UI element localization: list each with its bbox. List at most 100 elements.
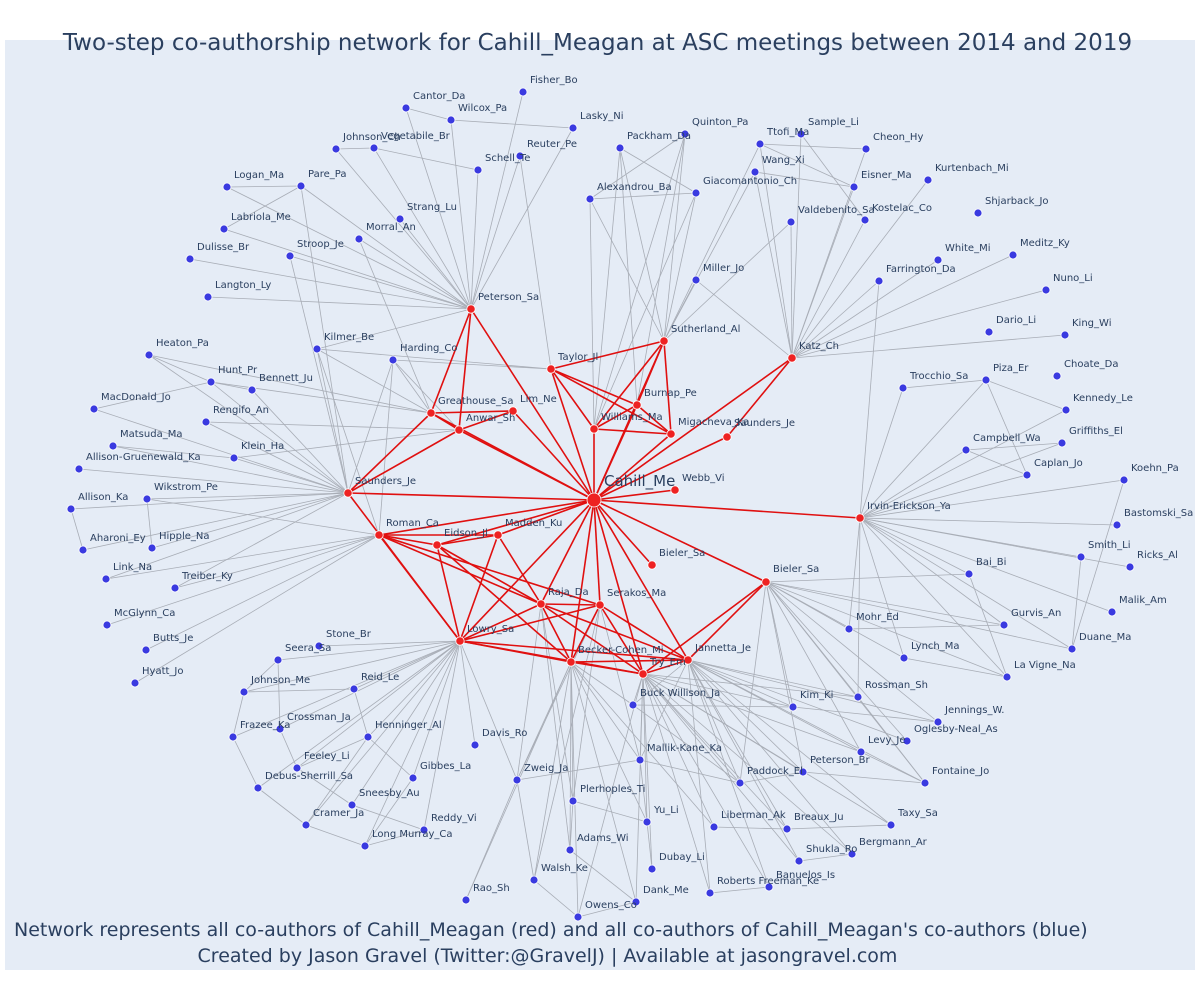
direct-coauthor-edge [642,581,767,675]
direct-coauthor-edge [436,544,572,663]
node-label: Peterson_Sa [478,292,539,303]
node-wilcox-pa [446,115,456,125]
node-eidson-jl [432,540,442,550]
node-label: Gibbes_La [420,761,471,772]
coauthor-edge [146,498,153,549]
coauthor-edge [687,659,859,698]
node-label: Adams_Wi [577,833,629,844]
node-label: Bieler_Sa [773,564,819,575]
node-label: Allison_Ka [78,492,128,503]
direct-coauthor-edge [593,428,672,435]
node-link-na [101,574,111,584]
coauthor-edge [765,581,905,659]
coauthor-edge [902,379,987,389]
node-label: White_Mi [945,243,990,254]
node-reddy-vi [419,825,429,835]
direct-coauthor-edge [459,534,499,642]
node-campbell-wa [961,445,971,455]
direct-coauthor-edge [459,640,689,661]
node-label: Dubay_Li [659,852,705,863]
node-label: Mallik-Kane_Ka [647,743,722,754]
node-label: Oglesby-Neal_As [914,724,998,735]
node-label: La Vigne_Na [1014,660,1076,671]
node-labriola-me [219,224,229,234]
node-label: Meditz_Ky [1020,238,1070,249]
coauthor-edge [233,429,460,459]
coauthor-edge [151,492,349,549]
node-label: Valdebenito_Sa [798,205,875,216]
node-bastomski-sa [1112,520,1122,530]
coauthor-edge [470,127,574,310]
node-label: Kim_Ki [800,690,833,701]
node-label: Taylor_Jl [557,352,598,363]
node-label: Sutherland_Al [671,324,740,335]
node-ricks-al [1125,562,1135,572]
node-rengifo-an [201,417,211,427]
direct-coauthor-edge [593,499,653,566]
coauthor-edge [663,133,686,342]
node-duane-ma [1067,644,1077,654]
coauthor-edge [353,688,369,738]
coauthor-edge [392,359,460,431]
coauthor-edge [593,133,686,430]
coauthor-edge [516,779,535,881]
node-frazee-ka [228,732,238,742]
coauthor-edge [405,107,452,121]
node-lynch-ma [899,653,909,663]
direct-coauthor-edge [593,499,644,675]
coauthor-edge [739,771,804,784]
coauthor-edge [459,640,518,781]
node-label: Hyatt_Jo [142,666,183,677]
node-label: Alexandrou_Ba [597,182,672,193]
node-label: Hunt_Pr [218,365,258,376]
coauthor-edge [798,853,853,862]
node-label: Irvin-Erickson_Ya [867,501,951,512]
node-kurtenbach-mi [923,175,933,185]
node-label: Paddock_El [747,766,803,777]
node-lowry-sa [455,636,465,646]
coauthor-edge [378,359,394,536]
coauthor-edge [791,280,880,359]
node-label: Roman_Ca [386,518,439,529]
node-bai-bi [964,569,974,579]
coauthor-edge [759,143,855,188]
direct-coauthor-edge [663,340,672,435]
node-label: Sample_Li [808,117,859,128]
node-buck-willison-ja [628,700,638,710]
node-label: Williams_Ma [601,412,663,423]
direct-coauthor-edge [593,404,638,501]
node-label: Ttofi_Ma [766,127,809,138]
coauthor-edge [243,640,461,693]
coauthor-edge [859,280,880,519]
coauthor-edge [859,474,1028,519]
coauthor-edge [646,821,653,870]
node-saunders-je [343,488,353,498]
coauthor-edge [965,449,1028,476]
node-label: Bieler_Sa [659,548,705,559]
coauthor-edge [210,381,432,414]
coauthor-edge [316,348,432,414]
coauthor-edge [687,659,908,742]
node-migacheva-ka [666,429,676,439]
node-sneesby-au [347,800,357,810]
coauthor-edge [316,348,380,536]
coauthor-edge [593,147,621,430]
node-serakos-ma [595,600,605,610]
coauthor-edge [1071,479,1125,650]
node-label: Choate_Da [1064,359,1118,370]
node-label: Rao_Sh [473,883,510,894]
coauthor-edge [642,673,648,823]
node-peterson-sa [466,304,476,314]
node-label: Webb_Vi [682,473,725,484]
node-webb-vi [670,485,680,495]
coauthor-edge [540,603,571,851]
direct-coauthor-edge [540,499,595,605]
node-label: Cheon_Hy [873,132,923,143]
direct-coauthor-edge [378,534,438,546]
direct-coauthor-edge [599,604,644,675]
node-breaux-ju [782,824,792,834]
coauthor-edge [533,661,572,881]
node-label: Stone_Br [326,629,372,640]
